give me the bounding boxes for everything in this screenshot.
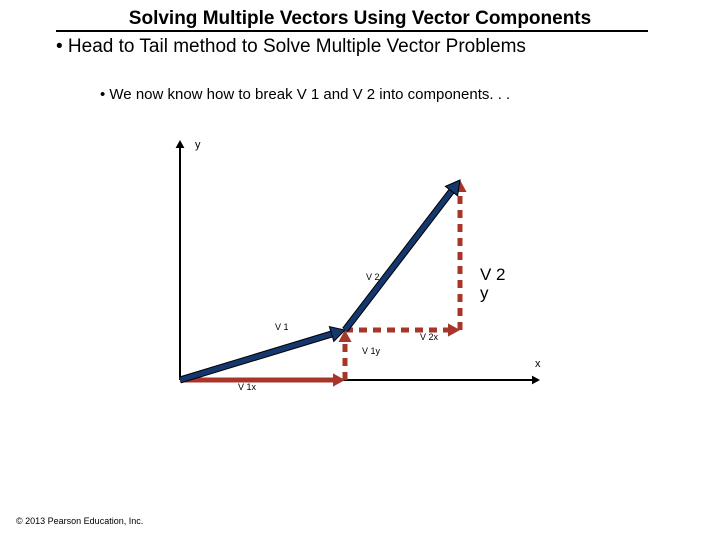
label-V1y: V 1y [362,346,381,356]
label-V1: V 1 [275,322,289,332]
label-V2y: y [480,284,489,303]
vector-V2 [345,180,460,330]
title-underline [56,30,648,32]
y-axis [176,140,185,380]
copyright-text: © 2013 Pearson Education, Inc. [16,516,143,526]
label-V2x: V 2x [420,332,439,342]
label-y_axis: y [195,139,201,151]
label-V1x: V 1x [238,382,257,392]
component-V2y [453,180,466,330]
bullet-break-components: • We now know how to break V 1 and V 2 i… [100,86,700,103]
component-V2x [345,323,460,336]
label-V2: V 2 [366,272,380,282]
label-x_axis: x [535,358,541,370]
label-V2y: V 2 [480,265,506,284]
vector-diagram: yxV 1V 2V 1xV 1yV 2xV 2y [140,130,560,410]
slide-title: Solving Multiple Vectors Using Vector Co… [0,8,720,30]
vector-V1 [180,327,345,380]
component-V1y [338,330,351,380]
bullet-head-to-tail: • Head to Tail method to Solve Multiple … [56,36,700,58]
